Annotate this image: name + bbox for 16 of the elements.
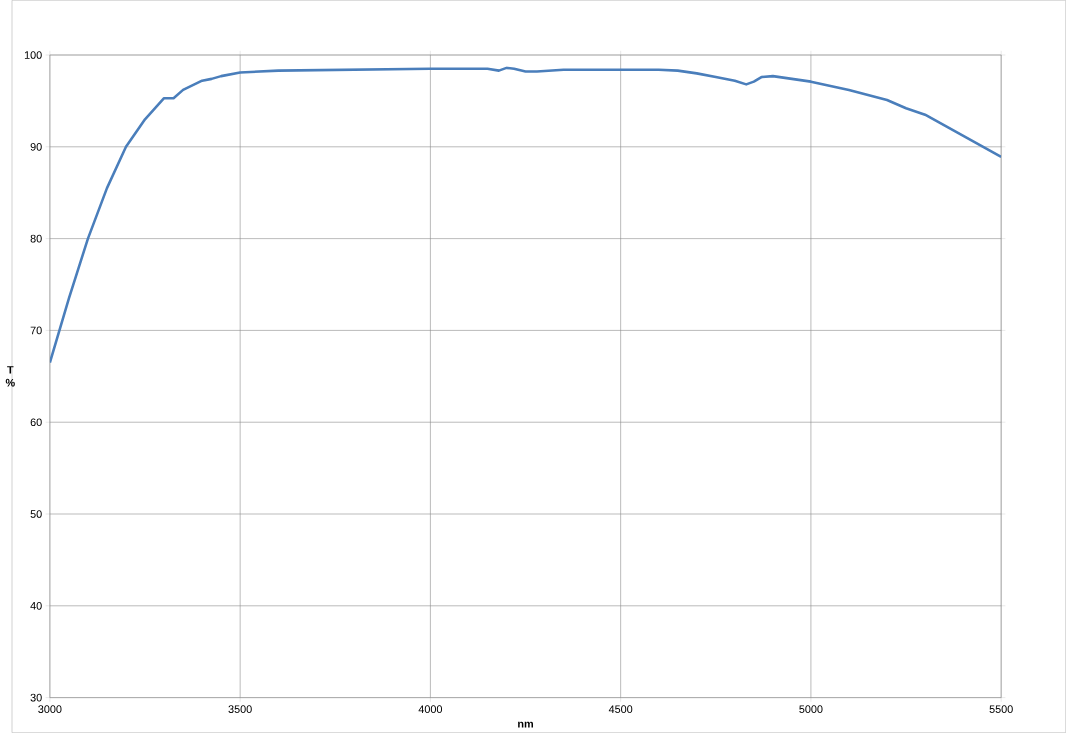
- y-axis-title: T %: [5, 366, 15, 387]
- x-tick-label: 4500: [608, 705, 633, 713]
- x-tick-label: 4000: [418, 705, 443, 713]
- y-tick-label: 40: [30, 601, 42, 610]
- x-axis-title: nm: [518, 721, 533, 728]
- x-tick-label: 3500: [228, 705, 252, 713]
- y-tick-label: 70: [30, 326, 42, 335]
- y-tick-label: 90: [30, 142, 42, 151]
- x-tick-label: 5500: [989, 705, 1013, 713]
- y-tick-label: 30: [30, 693, 42, 702]
- x-tick-label: 5000: [799, 705, 823, 713]
- y-tick-label: 50: [30, 510, 42, 518]
- y-tick-label: 80: [30, 234, 42, 243]
- x-tick-label: 3000: [38, 705, 62, 713]
- y-tick-label: 60: [30, 418, 42, 427]
- y-tick-label: 100: [24, 51, 42, 59]
